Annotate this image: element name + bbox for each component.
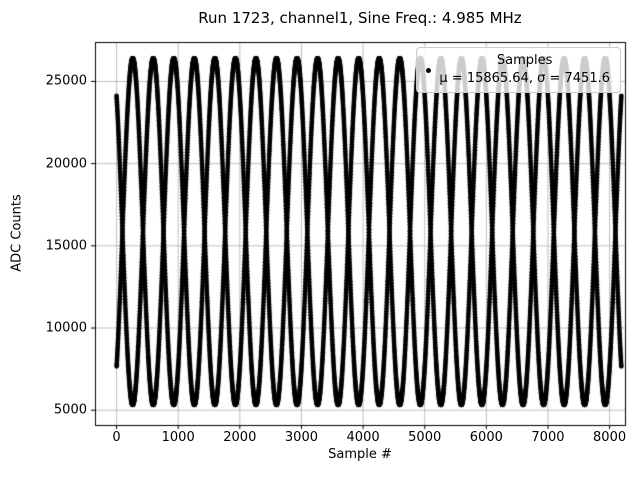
legend-stats: μ = 15865.64, σ = 7451.6 [439, 71, 610, 87]
scatter-marker-icon [426, 67, 432, 73]
x-tick-label: 0 [112, 430, 121, 445]
x-axis-label: Sample # [328, 447, 392, 462]
x-tick-label: 6000 [469, 430, 503, 445]
legend-entry-label: Samples [496, 53, 553, 68]
y-tick-label: 25000 [45, 73, 87, 89]
y-tick-label: 20000 [45, 156, 87, 172]
x-tick-label: 4000 [346, 430, 380, 445]
x-tick-label: 7000 [531, 430, 565, 445]
y-tick-label: 5000 [53, 402, 87, 418]
chart-title: Run 1723, channel1, Sine Freq.: 4.985 MH… [198, 9, 522, 27]
y-tick-label: 10000 [45, 320, 87, 336]
legend-text: Samples μ = 15865.64, σ = 7451.6 [439, 52, 610, 88]
y-tick-label: 15000 [45, 238, 87, 254]
x-tick-label: 8000 [593, 430, 627, 445]
x-tick-label: 2000 [223, 430, 257, 445]
x-tick-label: 5000 [408, 430, 442, 445]
x-tick-label: 1000 [161, 430, 195, 445]
y-axis-label: ADC Counts [9, 194, 25, 272]
legend: Samples μ = 15865.64, σ = 7451.6 [416, 47, 621, 94]
x-tick-label: 3000 [284, 430, 318, 445]
